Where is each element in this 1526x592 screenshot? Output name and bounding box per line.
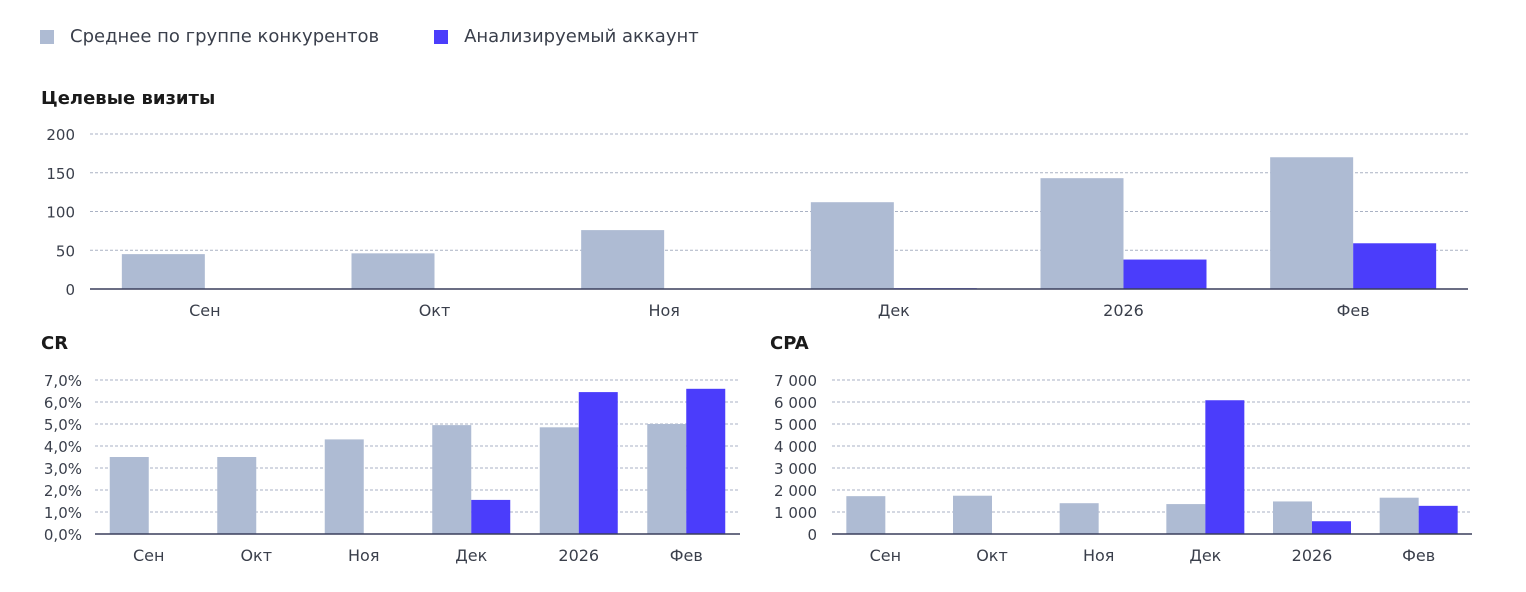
visits-category-label: Окт [419,301,451,320]
chart-title-cpa: CPA [770,333,809,354]
visits-bar-competitors [351,253,435,289]
cpa-bar-competitors [1379,497,1419,534]
visits-category-label: Ноя [648,301,679,320]
cpa-ytick-label: 2 000 [774,482,817,500]
visits-category-label: Фев [1337,301,1370,320]
cpa-bar-competitors [846,496,886,534]
cr-category-label: Сен [133,546,164,565]
cpa-ytick-label: 0 [807,526,817,544]
cpa-ytick-label: 1 000 [774,504,817,522]
cr-category-label: 2026 [558,546,599,565]
cr-bar-competitors [217,457,257,534]
visits-bar-competitors [1270,157,1354,289]
cr-ytick-label: 3,0% [44,460,82,478]
cr-category-label: Ноя [348,546,379,565]
cr-bar-competitors [432,425,472,534]
chart-title-target-visits: Целевые визиты [41,88,216,109]
visits-ytick-label: 50 [56,242,75,260]
cpa-bar-account [1312,521,1351,534]
cpa-ytick-label: 4 000 [774,438,817,456]
cpa-category-label: Дек [1189,546,1221,565]
cpa-ytick-label: 3 000 [774,460,817,478]
cr-category-label: Окт [240,546,272,565]
visits-ytick-label: 200 [46,126,75,144]
cpa-category-label: 2026 [1292,546,1333,565]
cr-category-label: Дек [455,546,487,565]
cpa-category-label: Фев [1402,546,1435,565]
visits-category-label: Дек [878,301,910,320]
cpa-ytick-label: 7 000 [774,372,817,390]
chart-legend: Среднее по группе конкурентов Анализируе… [40,26,754,47]
visits-bar-account [1123,259,1207,289]
legend-label-competitors: Среднее по группе конкурентов [70,26,380,47]
cr-category-label: Фев [670,546,703,565]
legend-label-account: Анализируемый аккаунт [464,26,699,47]
cpa-bar-account [1205,400,1245,534]
cr-ytick-label: 6,0% [44,394,82,412]
legend-swatch-account [434,29,449,44]
cr-ytick-label: 4,0% [44,438,82,456]
visits-bar-account [1353,243,1437,289]
visits-category-label: 2026 [1103,301,1144,320]
cr-ytick-label: 2,0% [44,482,82,500]
visits-bar-competitors [121,254,205,289]
cr-bar-competitors [539,427,579,534]
cr-ytick-label: 1,0% [44,504,82,522]
cpa-category-label: Сен [870,546,901,565]
cr-bar-competitors [647,424,687,534]
cr-bar-account [471,499,511,534]
cpa-bar-competitors [1273,501,1312,534]
cr-ytick-label: 5,0% [44,416,82,434]
cpa-category-label: Ноя [1083,546,1114,565]
visits-bar-competitors [1040,178,1124,289]
legend-swatch-competitors [40,29,54,44]
cpa-bar-account [1418,505,1458,534]
legend-item-competitors[interactable]: Среднее по группе конкурентов [40,26,379,47]
visits-ytick-label: 150 [46,165,75,183]
cpa-bar-competitors [1059,503,1099,534]
cpa-category-label: Окт [976,546,1008,565]
chart-title-cr: CR [41,333,69,354]
cpa-ytick-label: 5 000 [774,416,817,434]
visits-bar-competitors [810,202,894,289]
cpa-bar-competitors [953,495,992,534]
visits-ytick-label: 100 [46,204,75,222]
cr-bar-account [578,392,618,534]
visits-category-label: Сен [189,301,220,320]
cr-bar-account [686,388,726,534]
cr-bar-competitors [324,439,364,534]
legend-item-account[interactable]: Анализируемый аккаунт [434,26,699,47]
cr-ytick-label: 7,0% [44,372,82,390]
cr-ytick-label: 0,0% [44,526,82,544]
cr-bar-competitors [109,457,149,534]
cpa-ytick-label: 6 000 [774,394,817,412]
cpa-bar-competitors [1166,504,1206,534]
visits-ytick-label: 0 [65,281,75,299]
visits-bar-competitors [581,230,665,289]
